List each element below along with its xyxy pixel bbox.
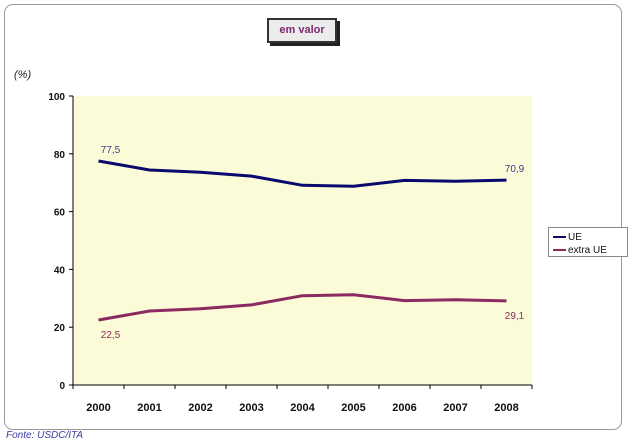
legend-item-ue: UE: [553, 231, 582, 243]
legend-label-extra-ue: extra UE: [568, 244, 607, 256]
y-tick-label: 100: [48, 92, 65, 103]
series-line-extra-ue: [98, 293, 507, 322]
y-tick-label: 60: [54, 208, 66, 219]
series-line-ue: [98, 159, 507, 188]
x-tick-label: 2008: [494, 402, 518, 414]
legend-item-extra-ue: extra UE: [553, 244, 607, 256]
legend-swatch-ue: [553, 236, 566, 238]
plot-area: [73, 96, 532, 385]
data-label: 70,9: [505, 164, 525, 175]
x-tick-label: 2006: [392, 402, 416, 414]
data-label: 29,1: [505, 311, 525, 322]
data-label: 22,5: [101, 330, 121, 341]
x-tick-label: 2004: [290, 402, 315, 414]
legend-swatch-extra-ue: [553, 249, 566, 251]
y-tick-label: 20: [54, 323, 66, 334]
y-tick-label: 0: [59, 381, 65, 392]
x-tick-label: 2002: [188, 402, 212, 414]
x-tick-label: 2000: [86, 402, 110, 414]
y-tick-label: 80: [54, 150, 66, 161]
x-tick-label: 2001: [137, 402, 161, 414]
x-tick-label: 2007: [443, 402, 467, 414]
chart-title: em valor: [267, 18, 337, 43]
source-note: Fonte: USDC/ITA: [6, 430, 84, 441]
x-tick-label: 2005: [341, 402, 365, 414]
legend: UE extra UE: [548, 227, 628, 257]
x-tick-label: 2003: [239, 402, 263, 414]
data-label: 77,5: [101, 145, 121, 156]
legend-label-ue: UE: [568, 231, 582, 243]
y-tick-label: 40: [54, 265, 66, 276]
y-unit-label: (%): [14, 69, 32, 81]
